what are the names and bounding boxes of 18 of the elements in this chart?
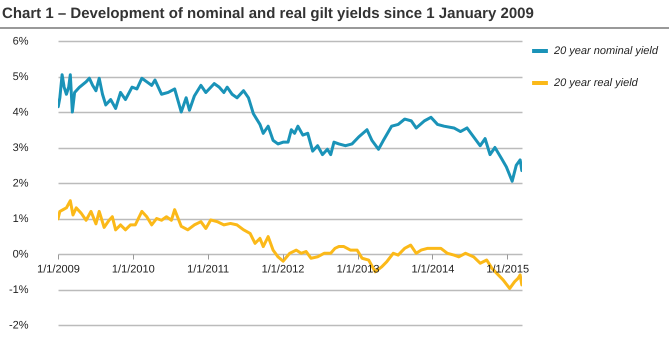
y-tick-label: 3% xyxy=(12,142,29,154)
y-tick-label: 6% xyxy=(12,36,29,48)
y-tick-label: -1% xyxy=(8,284,29,296)
legend-label: 20 year real yield xyxy=(553,77,639,89)
x-tick-label: 1/1/2009 xyxy=(37,264,80,276)
legend-label: 20 year nominal yield xyxy=(553,45,659,57)
y-tick-label: 4% xyxy=(12,106,29,118)
y-tick-label: -2% xyxy=(8,320,29,332)
line-series xyxy=(58,73,522,183)
x-tick-label: 1/1/2011 xyxy=(187,264,230,276)
x-tick-label: 1/1/2014 xyxy=(411,264,454,276)
y-tick-label: 1% xyxy=(12,213,29,225)
y-tick-label: 5% xyxy=(12,71,29,83)
y-tick-label: 2% xyxy=(12,178,29,190)
chart-title: Chart 1 – Development of nominal and real gilt yields since 1 January 2009 xyxy=(0,0,669,29)
x-tick-label: 1/1/2012 xyxy=(262,264,304,276)
y-tick-label: 0% xyxy=(12,248,29,260)
x-tick-label: 1/1/2010 xyxy=(112,264,155,276)
